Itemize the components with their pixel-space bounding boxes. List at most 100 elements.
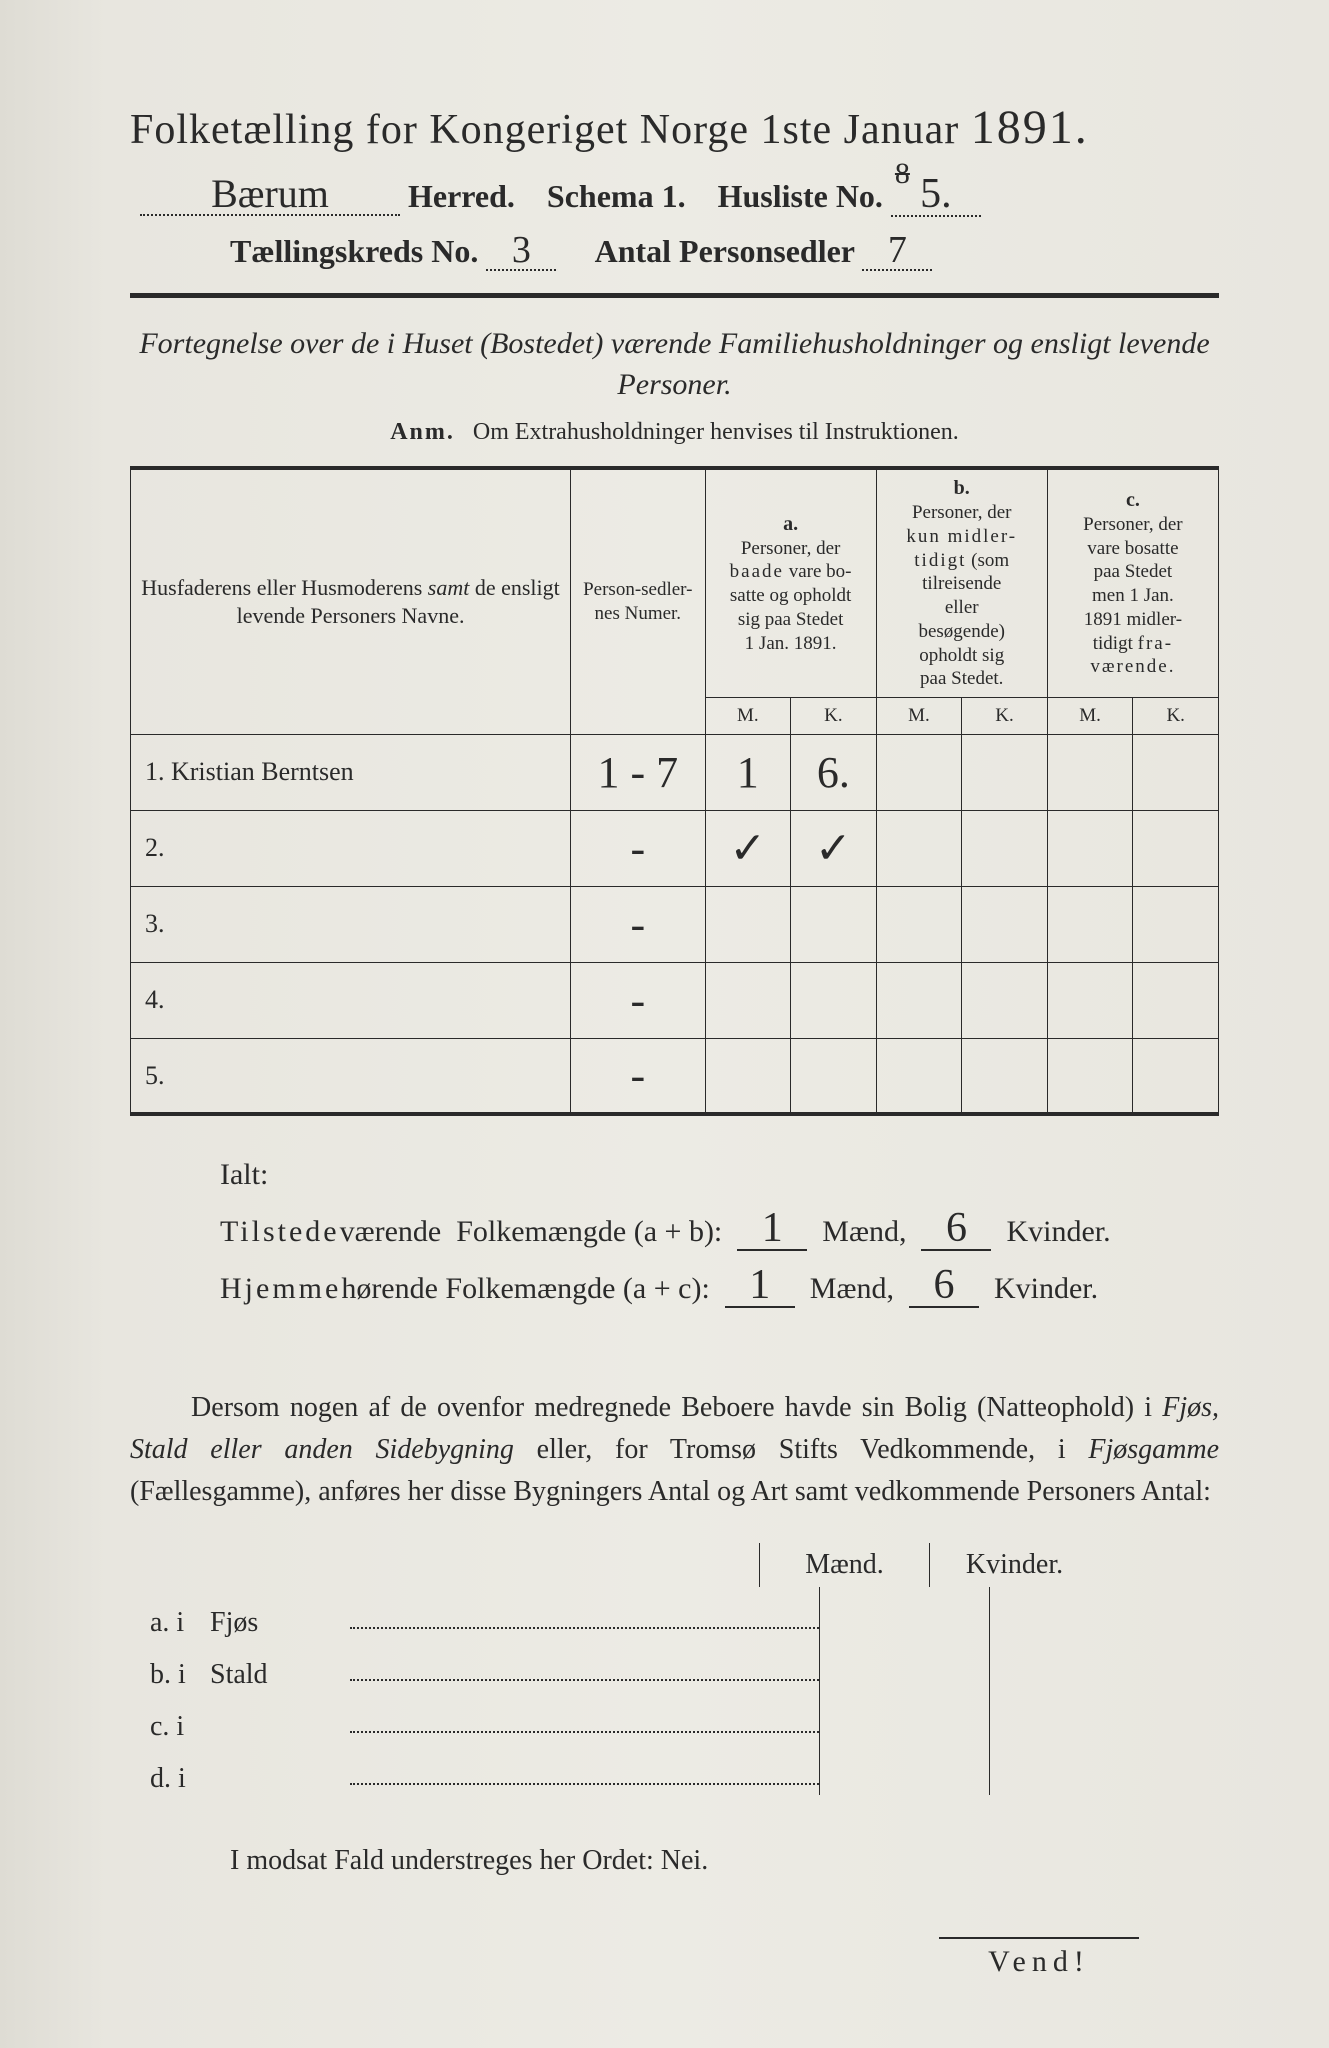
row-num: 2. [131,810,571,886]
row-numer: - [571,886,705,962]
th-c-label: c. [1054,488,1212,513]
th-b: b. Personer, derkun midler-tidigt (somti… [876,468,1047,698]
anm-text: Om Extrahusholdninger henvises til Instr… [473,419,959,445]
th-numer: Person-sedler-nes Numer. [571,468,705,734]
bolig-table: Mænd. Kvinder. a. i Fjøs b. i Stald c. i… [130,1543,1219,1795]
kreds-field: 3 [486,231,556,271]
husliste-value: 5. [920,171,952,217]
row-bm [876,810,962,886]
th-a-label: a. [712,512,870,537]
herred-field: Bærum [140,174,400,216]
bolig-m [819,1743,989,1795]
title-year: 1891. [971,101,1089,154]
table-row: 4. - [131,962,1219,1038]
husliste-field: 8 5. [891,173,981,217]
row-numer: - [571,810,705,886]
row-bk [962,734,1048,810]
row-num: 1. [145,757,165,786]
row-cm [1047,734,1133,810]
ialt1-k: 6 [921,1207,991,1251]
antal-label: Antal Personsedler [595,233,855,269]
vend-footer: Vend! [130,1937,1219,1979]
bolig-dots [350,1783,819,1785]
schema-label: Schema 1. [547,178,686,214]
bolig-type: Fjøs [210,1607,350,1639]
bolig-type: Stald [210,1659,350,1691]
ialt2-ml: Mænd, [810,1272,894,1305]
anm-line: Anm. Om Extrahusholdninger henvises til … [130,419,1219,446]
row-cm [1047,810,1133,886]
title-text: Folketælling for Kongeriget Norge 1ste J… [130,107,959,153]
th-c: c. Personer, dervare bosattepaa Stedetme… [1047,468,1218,698]
row-bk [962,810,1048,886]
row-num: 5. [131,1038,571,1114]
table-row: 2. - ✓ ✓ [131,810,1219,886]
census-form-page: Folketælling for Kongeriget Norge 1ste J… [0,0,1329,2048]
th-c-m: M. [1047,698,1133,735]
row-ak: 6. [791,734,877,810]
row-numer: - [571,1038,705,1114]
table-row: 3. - [131,886,1219,962]
th-names: Husfaderens eller Husmoderens samt de en… [131,468,571,734]
subtitle: Fortegnelse over de i Huset (Bostedet) v… [130,324,1219,405]
row-label: 1. Kristian Berntsen [131,734,571,810]
bolig-row: d. i [130,1743,1219,1795]
bolig-k [989,1639,1159,1691]
bolig-lab: c. i [130,1711,210,1743]
th-a-m: M. [705,698,791,735]
th-a: a. Personer, der baade vare bo-satte og … [705,468,876,698]
ialt1-kl: Kvinder. [1006,1215,1110,1248]
husliste-strike: 8 [895,159,910,189]
row-am: ✓ [705,810,791,886]
bolig-row: b. i Stald [130,1639,1219,1691]
bolig-header: Mænd. Kvinder. [130,1543,1219,1587]
row-name: Kristian Berntsen [171,757,354,786]
herred-label: Herred. [408,178,515,214]
kreds-label: Tællingskreds No. [230,233,478,269]
ialt-block: Ialt: Tilstedeværende Folkemængde (a + b… [130,1146,1219,1317]
modsat-line: I modsat Fald understreges her Ordet: Ne… [130,1845,1219,1877]
bolig-lab: b. i [130,1659,210,1691]
th-c-k: K. [1133,698,1219,735]
table-row: 5. - [131,1038,1219,1114]
header-line-2: Tællingskreds No. 3 Antal Personsedler 7 [130,231,1219,271]
ialt2-m: 1 [725,1264,795,1308]
ialt-line1: Tilstedeværende Folkemængde (a + b): 1 M… [220,1203,1219,1260]
th-b-m: M. [876,698,962,735]
ialt1-m: 1 [737,1207,807,1251]
row-numer: - [571,962,705,1038]
bolig-dots [350,1627,819,1629]
row-num: 3. [131,886,571,962]
bolig-dots [350,1679,819,1681]
bolig-k [989,1691,1159,1743]
main-title: Folketælling for Kongeriget Norge 1ste J… [130,100,1219,155]
bolig-lab: d. i [130,1763,210,1795]
ialt1-ml: Mænd, [822,1215,906,1248]
bolig-m [819,1587,989,1639]
row-ck [1133,734,1219,810]
th-a-text: Personer, der baade vare bo-satte og oph… [712,537,870,656]
antal-field: 7 [862,231,932,271]
bolig-lab: a. i [130,1607,210,1639]
dersom-paragraph: Dersom nogen af de ovenfor medregnede Be… [130,1387,1219,1513]
vend-text: Vend! [939,1937,1139,1979]
row-bm [876,734,962,810]
row-am: 1 [705,734,791,810]
th-b-label: b. [883,476,1041,501]
row-numer: 1 - 7 [571,734,705,810]
bolig-m [819,1691,989,1743]
bolig-maend: Mænd. [759,1543,929,1587]
row-ck [1133,810,1219,886]
header-line-1: Bærum Herred. Schema 1. Husliste No. 8 5… [130,173,1219,217]
anm-label: Anm. [390,419,455,445]
household-table: Husfaderens eller Husmoderens samt de en… [130,466,1219,1116]
bolig-k [989,1587,1159,1639]
th-b-k: K. [962,698,1048,735]
table-body: 1. Kristian Berntsen 1 - 7 1 6. 2. - ✓ ✓ [131,734,1219,1114]
th-c-text: Personer, dervare bosattepaa Stedetmen 1… [1054,513,1212,679]
th-b-text: Personer, derkun midler-tidigt (somtilre… [883,501,1041,691]
bolig-row: c. i [130,1691,1219,1743]
bolig-dots [350,1731,819,1733]
bolig-k [989,1743,1159,1795]
divider-rule [130,293,1219,298]
